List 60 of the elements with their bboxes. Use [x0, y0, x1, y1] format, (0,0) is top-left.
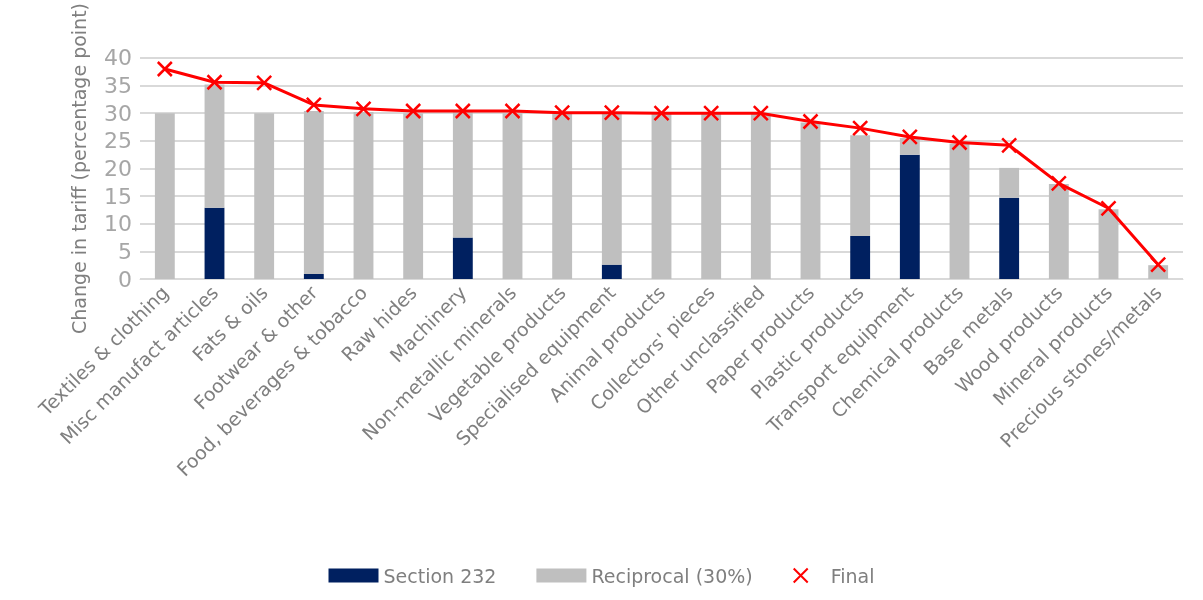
- bar: [303, 111, 324, 275]
- point: [504, 102, 521, 120]
- point: [802, 113, 819, 130]
- y-tick-label: 25: [104, 128, 132, 154]
- legend-label: Reciprocal (30%): [591, 564, 753, 587]
- bar: [601, 264, 622, 279]
- bar: [850, 135, 871, 236]
- bar: [800, 122, 821, 279]
- point: [305, 96, 323, 114]
- bar: [204, 207, 225, 279]
- bar: [204, 84, 225, 208]
- bar: [999, 197, 1020, 279]
- bar: [303, 274, 324, 279]
- y-tick-label: 5: [118, 238, 132, 264]
- bar: [154, 113, 175, 279]
- bar: [403, 113, 424, 279]
- y-tick-label: 15: [104, 183, 132, 209]
- y-axis-title: Change in tariff (percentage point): [67, 2, 90, 334]
- bar: [949, 143, 970, 279]
- bar: [502, 113, 523, 279]
- point: [404, 102, 422, 120]
- y-tick-label: 20: [104, 155, 132, 181]
- legend-label: Final: [830, 564, 875, 587]
- point: [454, 102, 472, 120]
- y-tick-label: 10: [104, 211, 132, 237]
- point: [1100, 200, 1117, 217]
- point: [702, 104, 720, 122]
- bar: [651, 113, 672, 279]
- point: [653, 104, 670, 122]
- bar: [850, 235, 871, 279]
- bar: [899, 154, 920, 279]
- y-tick-label: 0: [118, 266, 132, 292]
- legend-label: Section 232: [383, 564, 497, 587]
- y-tick-label: 30: [104, 100, 132, 126]
- point: [603, 104, 621, 121]
- bar: [601, 113, 622, 265]
- bar: [254, 113, 275, 279]
- bar: [999, 167, 1020, 198]
- bar: [750, 113, 771, 279]
- bar: [701, 113, 722, 279]
- point: [206, 74, 223, 91]
- point: [1149, 256, 1167, 273]
- bar: [1048, 183, 1069, 279]
- point: [951, 134, 968, 151]
- point: [255, 74, 273, 92]
- point: [355, 100, 372, 118]
- bar: [1098, 209, 1119, 279]
- point: [553, 104, 571, 121]
- point: [851, 119, 869, 137]
- point: [156, 60, 174, 78]
- point: [901, 128, 919, 146]
- y-tick-label: 35: [104, 73, 132, 99]
- y-tick-label: 40: [104, 45, 132, 71]
- bar: [452, 237, 473, 279]
- bar: [452, 112, 473, 238]
- point: [1000, 137, 1018, 154]
- bar: [353, 112, 374, 279]
- bar: [552, 113, 573, 279]
- point: [752, 104, 770, 122]
- point: [1050, 175, 1068, 192]
